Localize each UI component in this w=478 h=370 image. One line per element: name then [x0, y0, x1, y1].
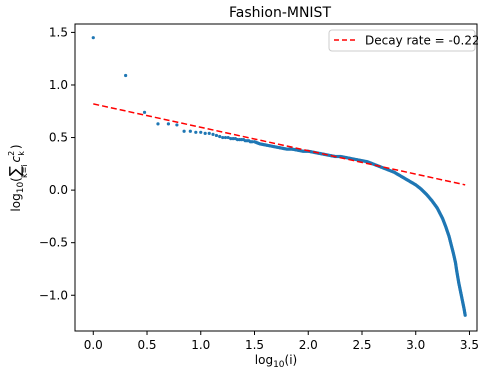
y-tick-label: 1.5 [49, 25, 68, 39]
scatter-point [124, 73, 128, 78]
scatter-point [221, 135, 225, 140]
y-label-base: 10 [16, 182, 26, 194]
x-tick-label: 0.5 [137, 338, 156, 352]
x-axis-label: log10(i) [255, 353, 297, 370]
scatter-point [194, 130, 198, 134]
scatter-point [156, 122, 160, 126]
scatter-point [226, 135, 230, 140]
y-label-log: log [9, 193, 23, 211]
y-label-open-paren: ( [9, 177, 23, 182]
scatter-point [231, 137, 235, 141]
y-tick-label: −0.5 [39, 236, 68, 250]
scatter-point [229, 137, 233, 141]
x-label-base: 10 [273, 360, 285, 370]
y-label-close-paren: ) [9, 144, 23, 149]
y-tick-label: 0.5 [49, 131, 68, 145]
scatter-point [223, 135, 228, 140]
x-tick-label: 3.0 [406, 338, 425, 352]
y-label-sum-range: k=i [20, 164, 29, 178]
chart-title: Fashion-MNIST [229, 5, 331, 21]
y-label-c-sub: k [17, 151, 26, 156]
scatter-point [211, 132, 215, 136]
x-tick-label: 1.5 [245, 338, 264, 352]
scatter-point [166, 122, 171, 126]
plot-area [91, 36, 467, 317]
scatter-point [214, 133, 219, 138]
decay-rate-fit-line [93, 103, 466, 186]
scatter-point [207, 131, 211, 135]
y-label-sigma: ∑ [6, 166, 24, 176]
x-label-var: (i) [285, 353, 298, 367]
x-tick-label: 0.0 [84, 338, 103, 352]
x-tick-label: 1.0 [191, 338, 210, 352]
y-axis: −1.0 −0.5 0.0 0.5 1.0 1.5 [39, 25, 75, 302]
x-label-log: log [255, 353, 273, 367]
legend-entry-decay-rate: Decay rate = -0.22 [365, 34, 478, 48]
scatter-point [142, 110, 147, 114]
y-tick-label: 0.0 [49, 183, 68, 197]
scatter-point [91, 36, 95, 40]
x-tick-label: 3.5 [460, 338, 478, 352]
y-axis-label: log10(∑k=i c2k) [6, 144, 29, 211]
scatter-point [250, 140, 254, 144]
y-label-c: c [9, 155, 23, 162]
y-tick-label: −1.0 [39, 288, 68, 302]
y-tick-label: 1.0 [49, 78, 68, 92]
scatter-point [175, 123, 179, 127]
x-axis: 0.0 0.5 1.0 1.5 2.0 2.5 3.0 3.5 [84, 331, 478, 352]
scatter-point [203, 131, 207, 135]
x-tick-label: 2.5 [352, 338, 371, 352]
legend-box [328, 29, 476, 52]
scatter-point [218, 134, 222, 139]
scatter-point [182, 129, 186, 133]
x-tick-label: 2.0 [299, 338, 318, 352]
scatter-point [188, 129, 192, 133]
scatter-point [199, 130, 203, 134]
scatter-point [463, 313, 467, 317]
legend: Decay rate = -0.22 [328, 29, 478, 52]
y-label-c-sup: 2 [7, 151, 16, 156]
plot-frame [74, 23, 478, 332]
svg-text:log10(∑k=ic2k): log10(∑k=i c2k) [6, 144, 29, 211]
